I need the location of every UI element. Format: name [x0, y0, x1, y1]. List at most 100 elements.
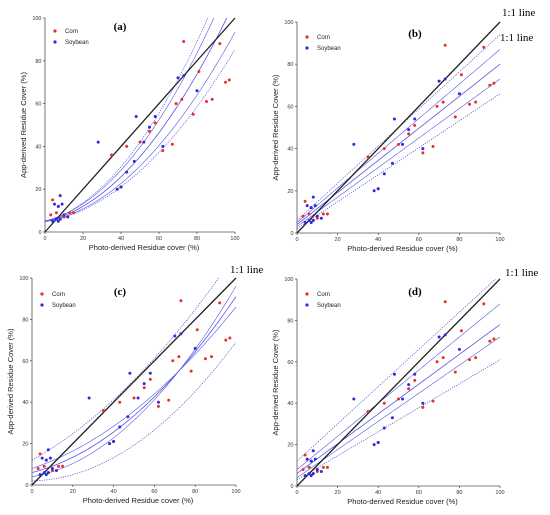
soybean-point	[309, 459, 313, 463]
x-tick-label: 20	[335, 237, 341, 243]
soybean-point	[421, 147, 425, 151]
soybean-point	[153, 114, 157, 118]
legend-label-soybean: Soybean	[317, 46, 341, 52]
soybean-point	[156, 400, 160, 404]
soybean-point	[315, 467, 319, 471]
series-corn	[301, 43, 496, 222]
x-tick-label: 60	[416, 237, 422, 243]
x-tick-label: 40	[375, 490, 381, 496]
corn-point	[397, 397, 400, 401]
legend: Corn Soybean	[40, 292, 76, 309]
soybean-point	[401, 142, 405, 146]
x-tick-label: 0	[295, 237, 298, 243]
y-tick-label: 80	[287, 62, 293, 68]
corn-point	[441, 100, 445, 104]
soybean-point	[307, 218, 311, 222]
soybean-point	[132, 159, 136, 163]
legend-label-corn: Corn	[65, 29, 78, 35]
corn-point	[174, 102, 178, 106]
corn-point	[182, 40, 186, 44]
one-to-one-line	[296, 278, 501, 487]
soybean-point	[437, 79, 441, 83]
y-tick-label: 100	[32, 16, 41, 22]
x-axis-title: Photo-derived Residue cover (%)	[89, 243, 200, 252]
corn-point	[474, 356, 478, 360]
soybean-point	[303, 220, 307, 224]
prediction-band-line	[45, 49, 235, 222]
soybean-point	[42, 471, 46, 475]
legend-label-soybean: Soybean	[317, 303, 341, 309]
soybean-point	[193, 346, 197, 350]
soybean-point	[313, 204, 317, 208]
corn-point	[118, 400, 122, 404]
corn-point	[315, 216, 319, 220]
soybean-point	[382, 172, 386, 176]
y-axis-title: App-derived Residue Cover (%)	[271, 74, 280, 180]
soybean-point	[87, 396, 91, 400]
prediction-band-line	[297, 359, 500, 481]
corn-point	[468, 102, 472, 106]
x-tick-label: 80	[456, 490, 462, 496]
corn-point	[325, 212, 329, 216]
x-tick-label: 20	[70, 489, 76, 495]
soybean-point	[66, 215, 70, 219]
fit-line	[45, 18, 228, 222]
soybean-point	[161, 144, 165, 148]
soybean-point	[382, 426, 386, 430]
panel-label: (b)	[408, 28, 422, 40]
corn-point	[148, 377, 152, 381]
soybean-point	[48, 456, 52, 460]
legend-label-soybean: Soybean	[52, 303, 76, 309]
corn-point	[210, 355, 214, 359]
corn-point	[453, 115, 457, 119]
legend-marker-soybean	[40, 303, 44, 307]
prediction-band-line	[45, 18, 209, 222]
x-tick-label: 60	[151, 489, 157, 495]
y-tick-label: 60	[35, 102, 41, 108]
series-soybean	[51, 74, 199, 223]
corn-point	[443, 300, 447, 304]
corn-point	[161, 149, 165, 153]
soybean-point	[303, 474, 307, 478]
corn-point	[51, 198, 55, 202]
corn-point	[224, 338, 228, 342]
soybean-point	[56, 204, 60, 208]
soybean-point	[58, 217, 62, 221]
panel-a: 0 20 40 60 80 100 0 20 40 60 80 100 Photo-derived Re…	[19, 16, 533, 252]
prediction-band-line	[32, 278, 220, 461]
x-tick-label: 0	[30, 489, 33, 495]
legend-marker-soybean	[305, 303, 309, 307]
corn-point	[413, 123, 417, 127]
y-tick-label: 0	[38, 230, 41, 236]
corn-point	[195, 328, 199, 332]
fit-curves	[45, 18, 235, 223]
soybean-point	[311, 472, 315, 476]
soybean-point	[96, 140, 100, 144]
soybean-point	[372, 189, 376, 193]
one-to-one-line	[296, 21, 501, 234]
corn-point	[435, 104, 439, 108]
soybean-point	[307, 472, 311, 476]
x-tick-label: 80	[192, 489, 198, 495]
y-tick-label: 0	[290, 231, 293, 237]
corn-point	[38, 452, 42, 456]
soybean-point	[142, 140, 146, 144]
soybean-point	[376, 441, 380, 445]
x-tick-label: 60	[156, 236, 162, 242]
x-tick-label: 100	[495, 490, 504, 496]
corn-point	[421, 151, 425, 155]
soybean-point	[173, 334, 177, 338]
corn-point	[488, 83, 492, 87]
legend-marker-corn	[53, 29, 57, 33]
soybean-point	[311, 449, 315, 453]
legend: Corn Soybean	[305, 292, 341, 309]
corn-point	[474, 100, 478, 104]
corn-point	[366, 409, 370, 413]
fit-line	[45, 32, 235, 223]
corn-point	[492, 81, 496, 85]
legend-marker-corn	[305, 292, 309, 296]
x-tick-label: 60	[416, 490, 422, 496]
prediction-band-line	[297, 279, 497, 462]
y-tick-label: 0	[290, 484, 293, 490]
soybean-point	[309, 474, 313, 478]
